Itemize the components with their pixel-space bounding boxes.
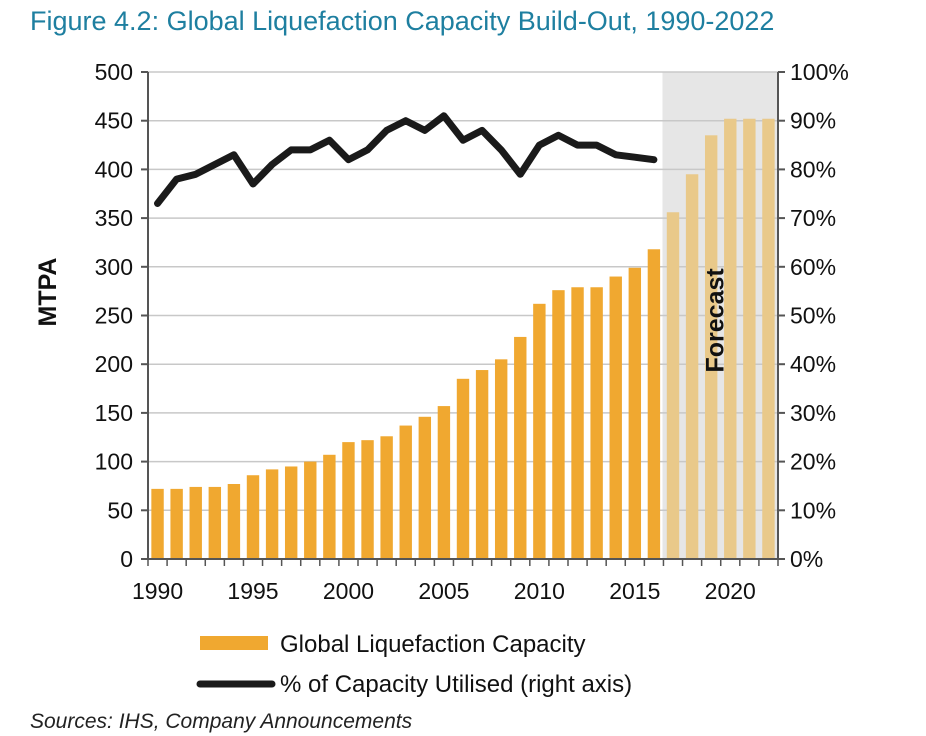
y2-tick-label: 50%: [790, 303, 836, 329]
capacity-bar-2010: [533, 303, 546, 559]
y2-tick-label: 20%: [790, 449, 836, 475]
capacity-bar-2015: [628, 267, 642, 559]
x-tick-label: 2010: [514, 578, 565, 604]
capacity-bar-2003: [399, 425, 412, 559]
capacity-bar-2014: [609, 276, 622, 559]
utilisation-line: [154, 112, 658, 207]
capacity-bar-1990: [151, 488, 164, 559]
capacity-bar-2004: [418, 416, 432, 559]
capacity-bar-2017: [666, 212, 680, 560]
capacity-bar-2020: [724, 118, 737, 559]
capacity-bar-1997: [284, 466, 298, 559]
x-tick-label: 2015: [609, 578, 660, 604]
x-tick-label: 2020: [705, 578, 756, 604]
bar-series: [151, 118, 775, 560]
y-tick-label: 100: [95, 449, 133, 475]
y2-tick-label: 90%: [790, 108, 836, 134]
chart-title: Figure 4.2: Global Liquefaction Capacity…: [30, 6, 775, 36]
capacity-bar-2012: [571, 287, 584, 559]
capacity-bar-2019: [704, 135, 718, 559]
y-tick-label: 350: [95, 205, 133, 231]
y-tick-label: 250: [95, 303, 133, 329]
capacity-bar-2008: [494, 359, 508, 559]
y-tick-label: 50: [107, 497, 133, 523]
capacity-bar-2021: [743, 118, 756, 559]
capacity-bar-2002: [380, 436, 393, 559]
source-note: Sources: IHS, Company Announcements: [30, 710, 413, 733]
y2-tick-label: 60%: [790, 254, 836, 280]
legend-utilisation-label: % of Capacity Utilised (right axis): [280, 671, 632, 698]
capacity-bar-2022: [762, 118, 775, 559]
capacity-bar-1991: [170, 488, 183, 559]
capacity-bar-2006: [456, 378, 470, 559]
capacity-bar-1995: [246, 475, 260, 559]
capacity-bar-1992: [189, 486, 202, 559]
x-tick-label: 1995: [227, 578, 278, 604]
capacity-bar-2011: [552, 290, 565, 559]
y2-tick-label: 80%: [790, 156, 836, 182]
chart: 0 50 100 150 200 250 300 350 400 450 500 0% 10% 20% 30…: [34, 59, 849, 698]
x-tick-label: 2005: [418, 578, 469, 604]
y-tick-label: 300: [95, 254, 133, 280]
y-axis-label: MTPA: [34, 258, 62, 327]
capacity-bar-1993: [208, 486, 222, 559]
capacity-bar-1996: [265, 469, 279, 559]
y-tick-label: 500: [95, 59, 133, 85]
y-tick-label: 150: [95, 400, 133, 426]
y2-tick-label: 100%: [790, 59, 849, 85]
y2-tick-label: 10%: [790, 497, 836, 523]
y-tick-label: 0: [120, 546, 133, 572]
y2-tick-label: 70%: [790, 205, 836, 231]
y-tick-label: 200: [95, 351, 133, 377]
y-tick-label: 400: [95, 156, 133, 182]
capacity-bar-1999: [323, 454, 336, 559]
axes: 0 50 100 150 200 250 300 350 400 450 500 0% 10% 20% 30…: [95, 59, 849, 604]
y2-tick-label: 0%: [790, 546, 823, 572]
capacity-bar-2007: [475, 370, 489, 559]
legend: Global Liquefaction Capacity % of Capaci…: [196, 631, 632, 698]
x-tick-label: 1990: [132, 578, 183, 604]
legend-capacity-label: Global Liquefaction Capacity: [280, 631, 586, 658]
capacity-bar-2009: [514, 336, 527, 559]
x-tick-label: 2000: [323, 578, 374, 604]
capacity-bar-1998: [304, 461, 317, 559]
y-tick-label: 450: [95, 108, 133, 134]
legend-bar-swatch: [200, 636, 268, 650]
forecast-label: Forecast: [701, 268, 729, 373]
capacity-bar-2018: [685, 174, 699, 559]
y2-tick-label: 40%: [790, 351, 836, 377]
capacity-bar-2013: [590, 287, 603, 559]
y2-tick-label: 30%: [790, 400, 836, 426]
capacity-bar-2001: [361, 440, 374, 559]
capacity-bar-2000: [342, 442, 355, 559]
capacity-bar-2005: [437, 406, 451, 559]
capacity-bar-1994: [227, 484, 241, 559]
capacity-bar-2016: [647, 249, 661, 559]
